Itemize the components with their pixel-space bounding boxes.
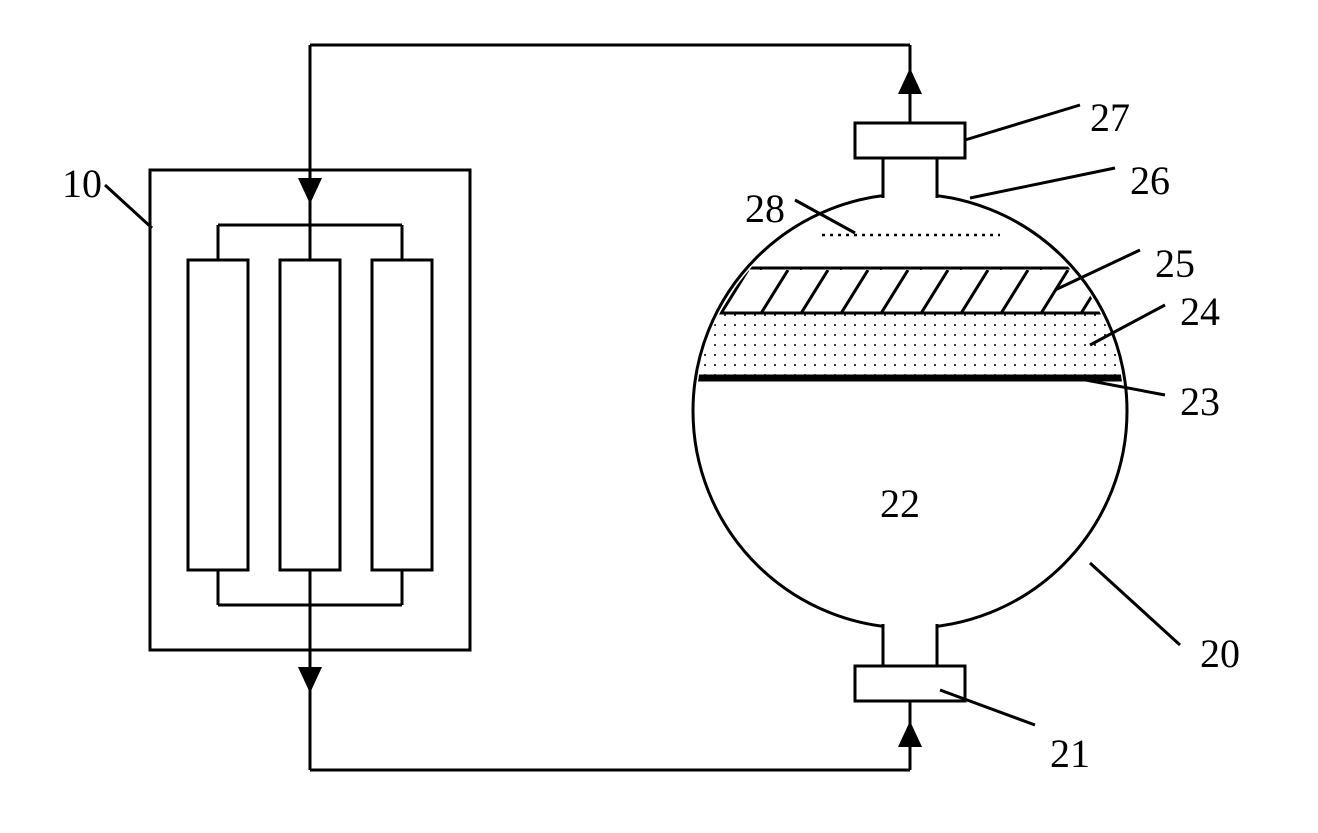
leader-lines	[105, 105, 1180, 725]
label-27: 27	[1090, 94, 1130, 141]
label-24: 24	[1180, 288, 1220, 335]
bottom-connector	[855, 666, 965, 701]
label-20: 20	[1200, 630, 1240, 677]
label-22: 22	[880, 480, 920, 527]
label-10: 10	[62, 160, 102, 207]
label-23: 23	[1180, 378, 1220, 425]
top-flow-line	[298, 45, 922, 204]
left-box-component	[150, 170, 470, 650]
label-26: 26	[1130, 157, 1170, 204]
label-21: 21	[1050, 730, 1090, 777]
label-28: 28	[745, 185, 785, 232]
top-neck	[883, 158, 937, 198]
top-connector	[855, 123, 965, 158]
label-25: 25	[1155, 240, 1195, 287]
bottom-neck	[883, 624, 937, 666]
vessel-component	[690, 194, 1130, 628]
bottom-flow-line	[298, 650, 922, 770]
